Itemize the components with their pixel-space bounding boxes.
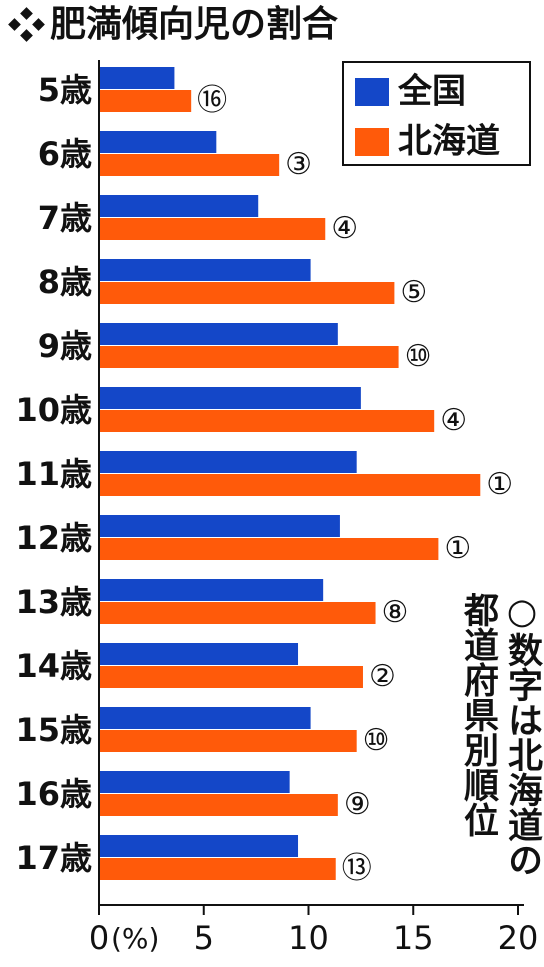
rank-label: ⑨ [344,787,371,822]
x-tick-label: 0 [89,919,109,957]
bar [99,602,376,624]
y-tick-label: 16歳 [15,775,92,813]
rank-label: ① [486,467,513,502]
y-tick-label: 10歳 [15,391,92,429]
y-tick-label: 14歳 [15,647,92,685]
x-tick-label: 15 [393,919,434,957]
bar [99,451,357,473]
title-icon [8,7,45,42]
bar [99,259,311,281]
bar [99,515,340,537]
bar [99,858,336,880]
bar [99,410,435,432]
y-tick-label: 6歳 [38,135,92,173]
bar [99,346,399,368]
rank-label: ② [369,659,396,694]
y-tick-label: 12歳 [15,519,92,557]
bar [99,131,217,153]
annotation: ○数字は北海道の都道府県別順位 [458,592,542,877]
y-tick-label: 15歳 [15,711,92,749]
bar [99,67,175,89]
bar [99,282,395,304]
bar [99,771,290,793]
bar [99,218,326,240]
rank-label: ③ [285,147,312,182]
rank-label: ⑧ [382,595,409,630]
bar [99,387,361,409]
chart-title: 肥満傾向児の割合 [50,4,338,45]
bar [99,538,439,560]
rank-label: ① [444,531,471,566]
x-tick-label: 10 [288,919,329,957]
y-tick-label: 17歳 [15,839,92,877]
y-tick-label: 8歳 [38,263,92,301]
x-tick-label: 5 [194,919,214,957]
legend-label: 全国 [397,72,466,112]
bar [99,323,338,345]
legend-swatch [355,78,389,106]
y-tick-label: 5歳 [38,71,92,109]
rank-label: ④ [440,403,467,438]
y-tick-label: 13歳 [15,583,92,621]
y-tick-label: 11歳 [15,455,92,493]
bar [99,154,280,176]
bar [99,643,299,665]
bar [99,707,311,729]
rank-label: ⑩ [405,339,432,374]
y-tick-label: 7歳 [38,199,92,237]
rank-label: ⑩ [363,723,390,758]
bar [99,90,192,112]
bar [99,835,299,857]
x-axis-label: (%) [111,922,159,955]
x-tick-label: 20 [498,919,539,957]
bar [99,794,338,816]
legend-label: 北海道 [398,122,500,162]
bar [99,730,357,752]
legend-swatch [355,128,389,156]
rank-label: ⑯ [197,83,227,118]
y-tick-label: 9歳 [38,327,92,365]
bar [99,666,363,688]
rank-label: ④ [331,211,358,246]
bar [99,474,481,496]
rank-label: ⑬ [342,851,372,886]
bar [99,579,324,601]
bar [99,195,259,217]
rank-label: ⑤ [400,275,427,310]
